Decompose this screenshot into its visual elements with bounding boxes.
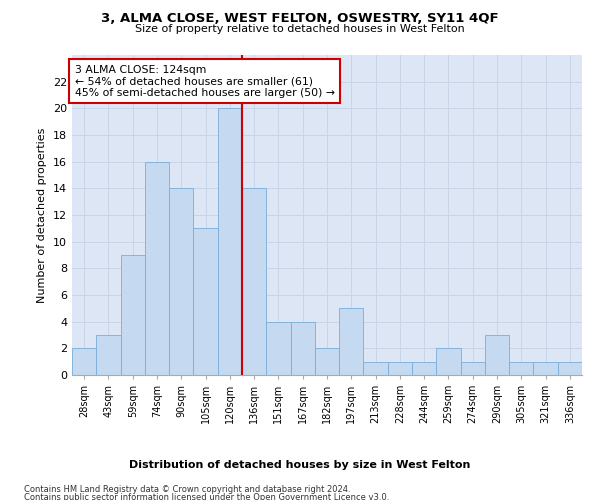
Bar xyxy=(266,322,290,375)
Bar xyxy=(218,108,242,375)
Bar xyxy=(364,362,388,375)
Bar xyxy=(169,188,193,375)
Bar xyxy=(388,362,412,375)
Bar xyxy=(72,348,96,375)
Bar xyxy=(436,348,461,375)
Bar xyxy=(242,188,266,375)
Text: Contains HM Land Registry data © Crown copyright and database right 2024.: Contains HM Land Registry data © Crown c… xyxy=(24,485,350,494)
Bar xyxy=(339,308,364,375)
Text: Distribution of detached houses by size in West Felton: Distribution of detached houses by size … xyxy=(130,460,470,470)
Bar xyxy=(509,362,533,375)
Text: 3, ALMA CLOSE, WEST FELTON, OSWESTRY, SY11 4QF: 3, ALMA CLOSE, WEST FELTON, OSWESTRY, SY… xyxy=(101,12,499,26)
Bar xyxy=(558,362,582,375)
Y-axis label: Number of detached properties: Number of detached properties xyxy=(37,128,47,302)
Text: Contains public sector information licensed under the Open Government Licence v3: Contains public sector information licen… xyxy=(24,494,389,500)
Bar xyxy=(485,335,509,375)
Bar xyxy=(412,362,436,375)
Bar xyxy=(145,162,169,375)
Bar xyxy=(290,322,315,375)
Bar xyxy=(315,348,339,375)
Text: 3 ALMA CLOSE: 124sqm
← 54% of detached houses are smaller (61)
45% of semi-detac: 3 ALMA CLOSE: 124sqm ← 54% of detached h… xyxy=(74,64,335,98)
Bar xyxy=(193,228,218,375)
Bar xyxy=(533,362,558,375)
Bar xyxy=(96,335,121,375)
Bar xyxy=(121,255,145,375)
Bar xyxy=(461,362,485,375)
Text: Size of property relative to detached houses in West Felton: Size of property relative to detached ho… xyxy=(135,24,465,34)
